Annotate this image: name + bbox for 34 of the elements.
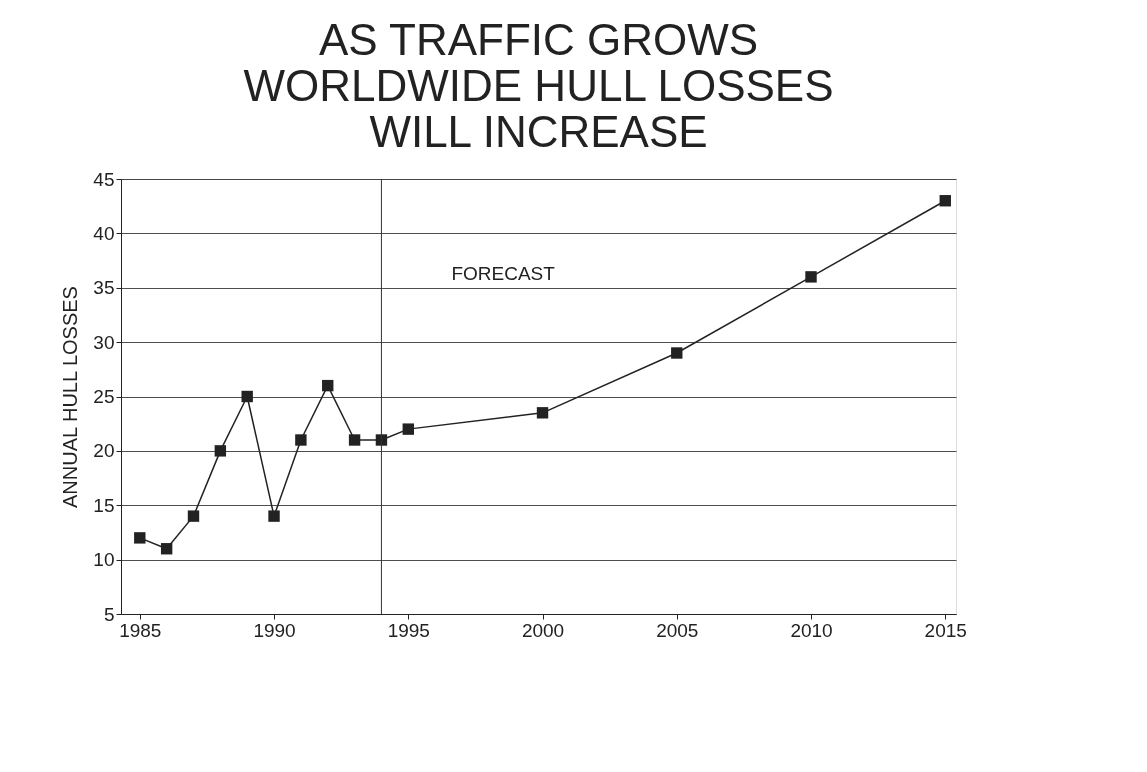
y-tick-label: 20 <box>93 440 115 462</box>
y-tick-label: 10 <box>93 549 115 571</box>
point <box>939 195 951 207</box>
y-axis-title: ANNUAL HULL LOSSES <box>59 286 82 508</box>
x-tick-label: 2015 <box>924 619 967 641</box>
y-tick-label: 25 <box>93 386 115 407</box>
x-tick-label: 2010 <box>790 619 833 641</box>
point <box>241 390 253 403</box>
y-tick-label: 45 <box>93 168 115 190</box>
y-tick-label: 40 <box>93 222 115 244</box>
x-tick-label: 1985 <box>119 619 162 641</box>
point <box>160 543 173 555</box>
x-tick-label: 2000 <box>521 619 565 641</box>
point <box>187 510 200 522</box>
x-tick-label: 1990 <box>253 619 296 641</box>
point <box>671 347 683 359</box>
y-tick-label: 35 <box>93 277 115 299</box>
point <box>805 271 817 283</box>
x-tick-label: 1995 <box>387 619 430 641</box>
y-tick-label: 5 <box>103 603 115 625</box>
point <box>536 407 549 419</box>
point <box>134 532 146 544</box>
y-tick-label: 30 <box>93 331 115 353</box>
x-tick-label: 2005 <box>656 619 699 641</box>
ref-line-label: FORECAST <box>451 263 556 284</box>
point <box>348 434 361 446</box>
point <box>214 445 227 457</box>
y-tick-label: 15 <box>93 494 115 516</box>
point <box>402 423 414 435</box>
chart-title: AS TRAFFIC GROWS WORLDWIDE HULL LOSSES WILL INCREASE <box>243 15 834 156</box>
point <box>375 434 388 446</box>
point <box>295 434 307 446</box>
point <box>322 379 334 392</box>
point <box>268 510 280 522</box>
